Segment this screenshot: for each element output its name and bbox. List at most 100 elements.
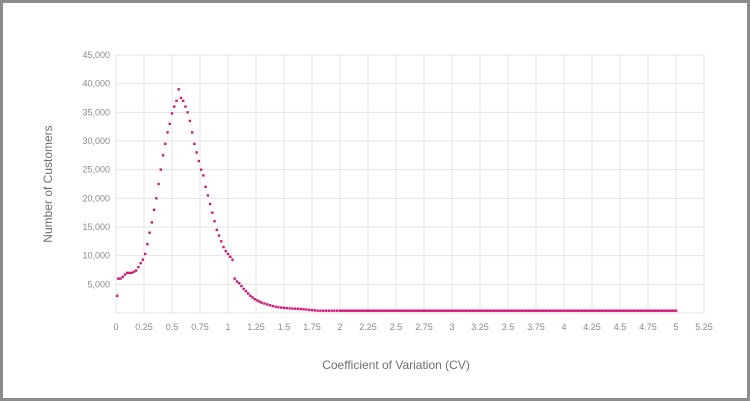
data-point (182, 99, 185, 103)
data-point (385, 309, 389, 312)
data-point (184, 105, 187, 108)
y-tick-label: 15,000 (82, 222, 110, 232)
data-point (242, 287, 245, 291)
data-point (630, 309, 633, 312)
data-point (623, 309, 626, 312)
data-point (229, 255, 232, 259)
data-point (238, 281, 241, 285)
data-point (635, 309, 638, 312)
data-point (195, 151, 198, 154)
data-point (495, 309, 498, 312)
data-point (119, 277, 122, 280)
data-point (148, 231, 151, 234)
data-point (260, 301, 263, 304)
data-point (134, 269, 138, 272)
data-point (330, 309, 333, 312)
data-point (206, 194, 210, 197)
data-point (333, 309, 336, 312)
data-point (146, 243, 149, 246)
x-tick-label: 2.25 (359, 322, 377, 332)
y-tick-labels: 5,000 10,000 15,000 20,000 25,000 30,000 35,00… (82, 50, 110, 289)
data-point (268, 304, 272, 307)
x-tick-label: 1.25 (247, 322, 265, 332)
y-tick-label: 10,000 (82, 251, 110, 261)
data-point (595, 309, 598, 312)
data-point (211, 211, 214, 214)
data-point (324, 309, 328, 312)
data-point (152, 208, 156, 211)
data-point (455, 309, 458, 312)
y-tick-label: 45,000 (82, 50, 110, 60)
data-point (460, 309, 463, 312)
data-point (316, 309, 319, 312)
data-point (476, 309, 479, 312)
data-point (417, 309, 420, 312)
data-point (441, 309, 445, 312)
data-point (483, 309, 486, 312)
data-point (358, 309, 362, 312)
data-point (406, 309, 409, 312)
data-point (527, 309, 531, 312)
data-point (618, 309, 622, 312)
data-point (341, 309, 344, 312)
data-point (291, 307, 294, 310)
data-point (586, 309, 589, 312)
data-point (280, 306, 283, 309)
x-tick-label: 1.5 (278, 322, 291, 332)
data-point (562, 309, 566, 312)
data-point (414, 309, 418, 312)
data-point (504, 309, 507, 312)
data-point (128, 271, 131, 275)
data-point (197, 159, 201, 163)
data-point (365, 309, 369, 312)
data-point (361, 309, 364, 312)
data-point (302, 308, 305, 311)
data-point (394, 309, 398, 312)
data-point (471, 309, 475, 312)
x-tick-label: 1 (225, 322, 230, 332)
y-tick-label: 30,000 (82, 136, 110, 146)
data-point (170, 112, 174, 115)
data-point (126, 271, 129, 275)
data-point (532, 309, 535, 312)
data-point (345, 309, 348, 312)
chart-svg: 0 0.25 0.5 0.75 1 1.25 1.5 1.75 2 2.25 2.5 2.75 3 3.2… (41, 50, 713, 372)
data-point (602, 309, 605, 312)
data-point (446, 309, 449, 312)
data-point (572, 309, 575, 312)
data-point (660, 309, 664, 312)
data-point (530, 309, 533, 312)
data-point (157, 182, 160, 186)
data-point (457, 309, 461, 312)
data-point (137, 265, 140, 269)
data-point (432, 309, 436, 312)
y-tick-label: 40,000 (82, 79, 110, 89)
data-point (546, 309, 549, 312)
data-point (215, 228, 218, 232)
x-tick-label: 0.25 (135, 322, 153, 332)
data-point (240, 284, 243, 288)
data-point (282, 306, 286, 310)
data-point (607, 309, 610, 312)
data-point (161, 154, 165, 157)
data-point (435, 309, 438, 312)
data-point (390, 309, 393, 312)
x-tick-label: 4.5 (614, 322, 627, 332)
data-point (190, 131, 194, 134)
data-point (628, 309, 631, 312)
data-point (520, 309, 524, 312)
data-point (343, 309, 346, 312)
data-point (658, 309, 661, 312)
data-point (251, 296, 254, 299)
data-point (625, 309, 629, 312)
data-point (258, 300, 261, 303)
x-tick-label: 3 (449, 322, 454, 332)
data-point (383, 309, 386, 312)
data-point (235, 280, 239, 283)
data-point (285, 306, 288, 310)
data-point (403, 309, 407, 312)
x-axis-title: Coefficient of Variation (CV) (322, 358, 470, 372)
data-point (319, 309, 322, 312)
data-point (130, 271, 133, 275)
data-point (381, 309, 384, 312)
